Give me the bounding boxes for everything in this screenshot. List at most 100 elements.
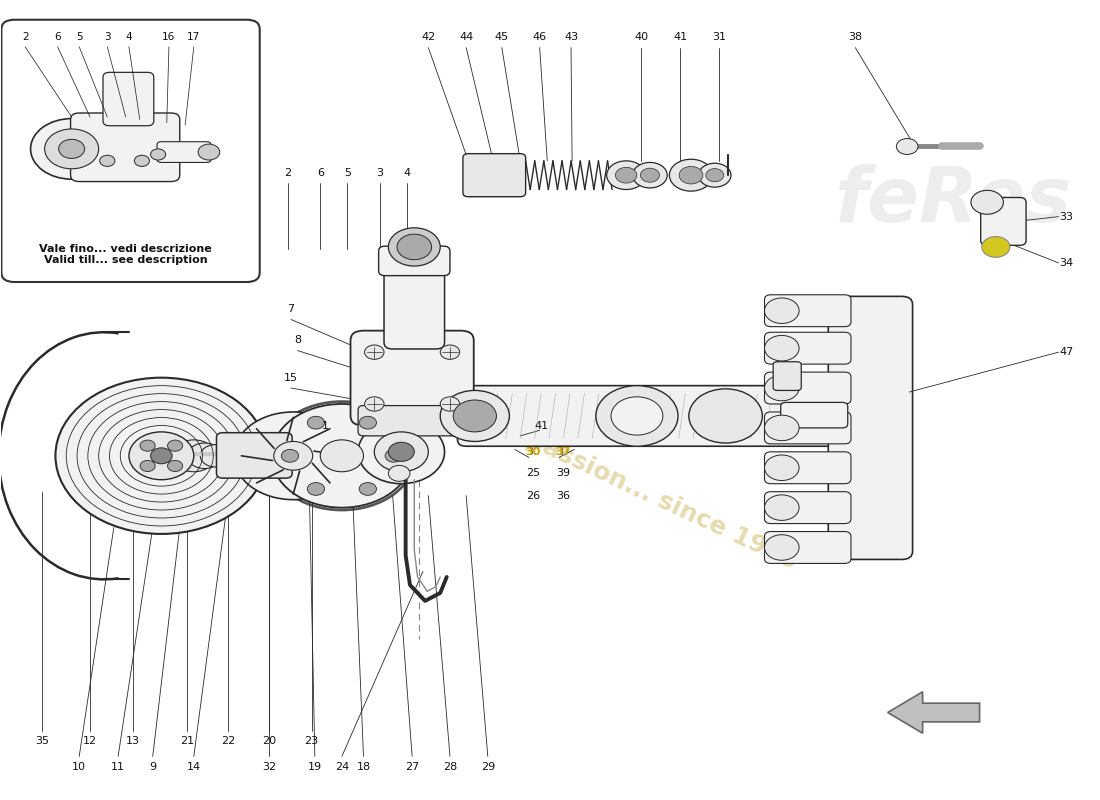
Text: 11: 11 <box>111 762 125 772</box>
Circle shape <box>173 440 216 472</box>
Text: 37: 37 <box>556 447 571 457</box>
FancyBboxPatch shape <box>764 332 851 364</box>
Circle shape <box>272 404 412 508</box>
Text: 2: 2 <box>22 32 29 42</box>
FancyBboxPatch shape <box>157 142 211 162</box>
Circle shape <box>764 495 799 520</box>
Text: 22: 22 <box>221 736 235 746</box>
Circle shape <box>764 534 799 560</box>
FancyBboxPatch shape <box>764 412 851 444</box>
FancyBboxPatch shape <box>781 402 848 428</box>
Text: 9: 9 <box>150 762 156 772</box>
FancyBboxPatch shape <box>378 246 450 276</box>
Text: 40: 40 <box>635 32 648 42</box>
Text: feRes: feRes <box>834 164 1071 238</box>
Text: 1: 1 <box>322 421 329 430</box>
Circle shape <box>388 442 415 462</box>
Text: 30: 30 <box>526 447 540 457</box>
FancyBboxPatch shape <box>103 72 154 126</box>
Text: 3: 3 <box>104 32 111 42</box>
FancyBboxPatch shape <box>70 113 179 182</box>
Text: Valid till... see description: Valid till... see description <box>44 255 208 266</box>
Circle shape <box>151 448 173 464</box>
Text: 15: 15 <box>284 373 298 382</box>
Circle shape <box>607 161 646 190</box>
Circle shape <box>234 412 353 500</box>
Text: 41: 41 <box>535 421 549 430</box>
Circle shape <box>45 129 99 169</box>
Circle shape <box>282 450 298 462</box>
FancyBboxPatch shape <box>384 261 444 349</box>
Circle shape <box>679 166 703 184</box>
Circle shape <box>360 416 376 429</box>
Text: 2: 2 <box>284 168 292 178</box>
Circle shape <box>388 228 440 266</box>
Circle shape <box>610 397 663 435</box>
Circle shape <box>596 386 678 446</box>
Circle shape <box>167 440 183 451</box>
Text: 47: 47 <box>1059 347 1074 357</box>
Circle shape <box>440 345 460 359</box>
Circle shape <box>615 167 637 183</box>
Text: Vale fino... vedi descrizione: Vale fino... vedi descrizione <box>40 244 212 254</box>
FancyBboxPatch shape <box>351 330 474 426</box>
FancyBboxPatch shape <box>1 20 260 282</box>
Circle shape <box>896 138 918 154</box>
Circle shape <box>982 237 1010 258</box>
Circle shape <box>167 460 183 471</box>
Text: 38: 38 <box>848 32 862 42</box>
Text: 10: 10 <box>73 762 86 772</box>
Circle shape <box>764 335 799 361</box>
Text: 25: 25 <box>526 468 540 478</box>
Text: 7: 7 <box>287 304 295 314</box>
Text: 12: 12 <box>82 736 97 746</box>
Circle shape <box>397 234 431 260</box>
FancyArrow shape <box>888 692 980 734</box>
FancyBboxPatch shape <box>764 531 851 563</box>
Text: 23: 23 <box>305 736 319 746</box>
Circle shape <box>274 442 312 470</box>
Circle shape <box>200 445 231 467</box>
FancyBboxPatch shape <box>764 452 851 484</box>
Text: 26: 26 <box>526 490 540 501</box>
Circle shape <box>58 139 85 158</box>
Circle shape <box>764 375 799 401</box>
Text: 16: 16 <box>163 32 176 42</box>
Text: 44: 44 <box>459 32 473 42</box>
Text: 41: 41 <box>673 32 688 42</box>
Text: 46: 46 <box>532 32 547 42</box>
FancyBboxPatch shape <box>764 372 851 404</box>
Circle shape <box>129 432 194 480</box>
Circle shape <box>307 416 324 429</box>
Text: 4: 4 <box>125 32 132 42</box>
FancyBboxPatch shape <box>463 154 526 197</box>
Circle shape <box>706 169 724 182</box>
Text: 5: 5 <box>344 168 351 178</box>
Circle shape <box>388 466 410 482</box>
Text: 43: 43 <box>564 32 579 42</box>
Text: 5: 5 <box>76 32 82 42</box>
Circle shape <box>364 397 384 411</box>
Text: 18: 18 <box>356 762 371 772</box>
Text: a passion... since 1985: a passion... since 1985 <box>498 417 801 574</box>
Circle shape <box>198 144 220 160</box>
Circle shape <box>764 298 799 323</box>
Circle shape <box>151 149 166 160</box>
Text: 39: 39 <box>557 468 571 478</box>
FancyBboxPatch shape <box>217 433 293 478</box>
Circle shape <box>307 482 324 495</box>
Circle shape <box>140 440 155 451</box>
Text: 6: 6 <box>54 32 60 42</box>
Circle shape <box>385 450 403 462</box>
Circle shape <box>320 440 363 472</box>
Circle shape <box>55 378 267 534</box>
Text: 28: 28 <box>443 762 458 772</box>
Circle shape <box>374 432 428 472</box>
Text: 21: 21 <box>180 736 195 746</box>
FancyBboxPatch shape <box>458 386 908 446</box>
Text: 14: 14 <box>187 762 201 772</box>
Text: 3: 3 <box>376 168 383 178</box>
Circle shape <box>689 389 762 443</box>
Circle shape <box>100 155 114 166</box>
Circle shape <box>140 460 155 471</box>
